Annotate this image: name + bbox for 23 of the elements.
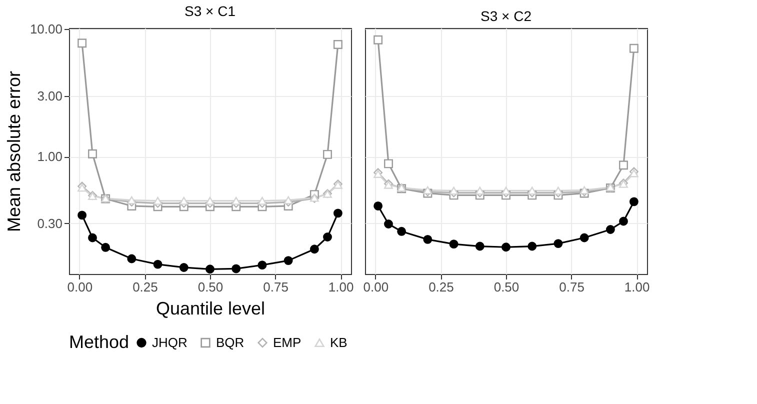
legend-label: EMP <box>273 334 302 350</box>
x-tick-label: 0.75 <box>559 280 584 294</box>
legend-title: Method <box>69 332 130 352</box>
y-tick-label: 1.00 <box>37 149 62 164</box>
legend-label: BQR <box>216 334 244 350</box>
y-tick-label: 10.00 <box>30 22 62 37</box>
y-tick-label: 0.30 <box>37 216 62 231</box>
y-axis-title: Mean absolute error <box>4 70 24 232</box>
chart-title: S3 × C2 <box>480 8 532 24</box>
x-tick-label: 0.50 <box>494 280 520 294</box>
y-tick-label: 3.00 <box>37 88 62 104</box>
x-tick-label: 0.50 <box>198 280 224 294</box>
chart-title: S3 × C1 <box>184 3 236 20</box>
x-tick-label: 0.00 <box>363 280 389 294</box>
x-tick-label: 1.00 <box>624 280 650 294</box>
x-tick-label: 0.25 <box>428 280 454 294</box>
legend-label: JHQR <box>152 334 188 350</box>
x-axis-title: Quantile level <box>156 298 266 318</box>
x-tick-label: 0.25 <box>132 280 158 294</box>
x-tick-label: 0.75 <box>263 280 288 294</box>
x-tick-label: 0.00 <box>67 280 93 294</box>
x-tick-label: 1.00 <box>328 280 354 294</box>
legend-label: KB <box>330 334 348 350</box>
